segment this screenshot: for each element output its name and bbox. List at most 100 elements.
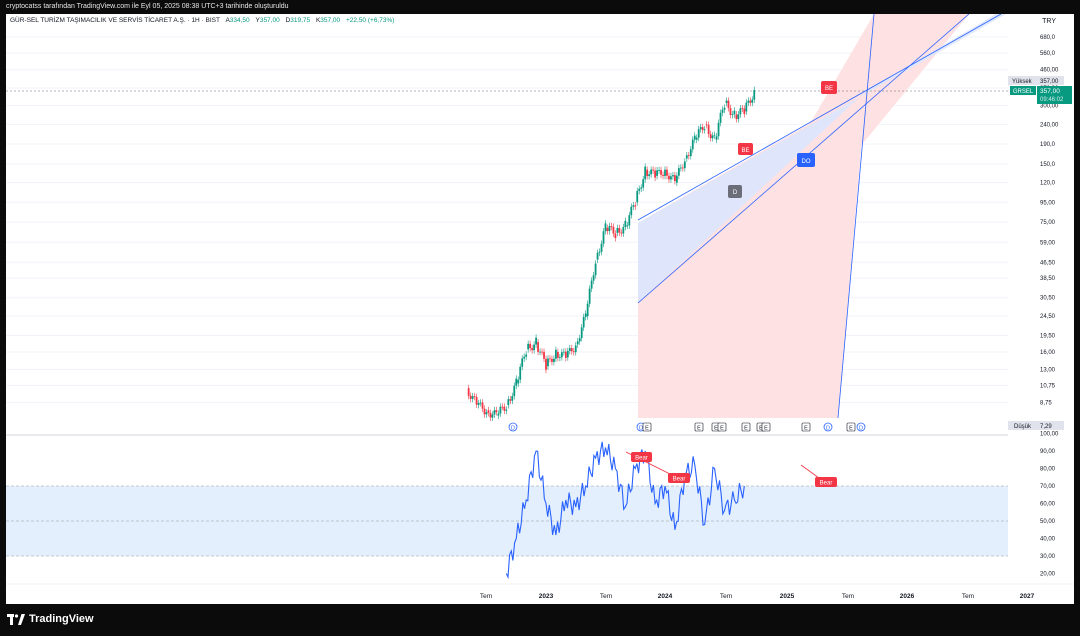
earnings-marker[interactable]: E [761,422,771,432]
candle-body [562,351,565,353]
candle-body [652,169,654,171]
time-axis[interactable]: Tem 2023 Tem 2024 Tem 2025 Tem 2026 Tem 2027 [480,593,1035,600]
svg-text:357,00: 357,00 [1040,79,1059,85]
annotation-d[interactable]: D [728,185,742,198]
rsi-tick-label: 70,00 [1040,484,1056,490]
candle-body [499,406,502,414]
price-tick-label: 240,00 [1040,122,1059,128]
price-tick-label: 560,0 [1040,51,1056,57]
dividend-marker[interactable]: D [856,422,866,432]
bear-label-3: Bear [815,477,837,487]
dividend-marker[interactable]: D [508,422,518,432]
candle-body [566,351,569,358]
candle-body [519,366,522,380]
earnings-marker[interactable]: E [642,422,652,432]
time-tick-label: Tem [720,593,732,600]
svg-text:E: E [744,426,748,432]
candle-body [604,223,607,232]
svg-text:E: E [697,426,701,432]
earnings-marker[interactable]: E [801,422,811,432]
candle-body [612,226,615,234]
candle-body [691,139,694,150]
svg-text:DO: DO [802,159,811,165]
brand-name: TradingView [29,613,94,625]
candle-body [711,135,714,139]
svg-text:Yüksek: Yüksek [1012,79,1033,85]
footer: TradingView [0,604,1080,636]
candle-body [489,412,492,418]
candle-body [729,108,732,115]
candle-body [614,233,617,239]
price-tick-label: 16,00 [1040,350,1056,356]
candle-body [677,168,680,176]
candle-body [707,124,710,135]
candle-body [713,134,716,136]
candle-body [598,251,601,253]
candle-body [568,348,571,352]
candle-body [719,112,722,123]
candle-body [685,155,688,159]
candle-body [672,175,674,177]
candle-body [503,406,506,411]
low-value: 319,75 [290,17,311,24]
candle-body [487,410,490,413]
time-tick-label: 2026 [900,593,915,600]
candle-body [666,169,668,176]
price-tick-label: 300,00 [1040,104,1059,110]
candle-body [638,188,641,191]
svg-text:357,00: 357,00 [1040,88,1060,95]
rsi-tick-label: 50,00 [1040,519,1056,525]
channel-upper-line [637,13,1002,221]
candle-body [662,174,664,176]
rsi-line [505,441,745,580]
time-tick-label: Tem [962,593,974,600]
svg-text:BE: BE [825,86,833,92]
price-tick-label: 19,50 [1040,333,1056,339]
symbol-name: GÜR-SEL TURİZM TAŞIMACILIK VE SERVİS TİC… [10,17,220,24]
change-value: +22,50 (+6,73%) [345,17,395,24]
candle-body [471,396,474,399]
candle-body [543,351,545,359]
price-tick-label: 95,00 [1040,200,1056,206]
rsi-tick-label: 20,00 [1040,572,1056,578]
annotation-be-1[interactable]: BE [738,143,753,155]
candle-body [725,100,728,103]
candle-body [513,385,516,397]
earnings-marker[interactable]: E [694,422,704,432]
svg-text:E: E [849,426,853,432]
symbol-legend: GÜR-SEL TURİZM TAŞIMACILIK VE SERVİS TİC… [10,17,394,24]
candle-body [687,155,690,157]
candle-body [745,102,748,112]
candle-body [741,108,744,110]
candle-body [511,396,514,401]
high-tag: Yüksek 357,00 [1008,76,1064,85]
earnings-marker[interactable]: E [741,422,751,432]
annotation-do[interactable]: DO [797,153,815,167]
candle-body [626,225,629,227]
candle-body [481,402,484,409]
tradingview-logo[interactable]: TradingView [7,613,94,625]
candle-body [717,122,720,137]
candle-body [547,358,549,367]
tradingview-logo-icon [7,613,25,625]
candle-body [630,206,633,216]
candle-body [693,135,696,140]
price-axis[interactable] [1008,14,1074,604]
price-tick-label: 680,0 [1040,35,1056,41]
candle-body [592,275,595,281]
candle-body [564,351,567,358]
earnings-marker[interactable]: E [846,422,856,432]
dividend-marker[interactable]: D [823,422,833,432]
candle-body [521,358,524,367]
earnings-marker[interactable]: E [717,422,727,432]
candle-body [749,100,752,103]
candle-body [640,187,643,189]
annotation-be-2[interactable]: BE [821,81,837,94]
candle-body [531,348,534,351]
svg-text:E: E [759,426,763,432]
candles [467,86,756,421]
time-tick-label: 2023 [539,593,554,600]
